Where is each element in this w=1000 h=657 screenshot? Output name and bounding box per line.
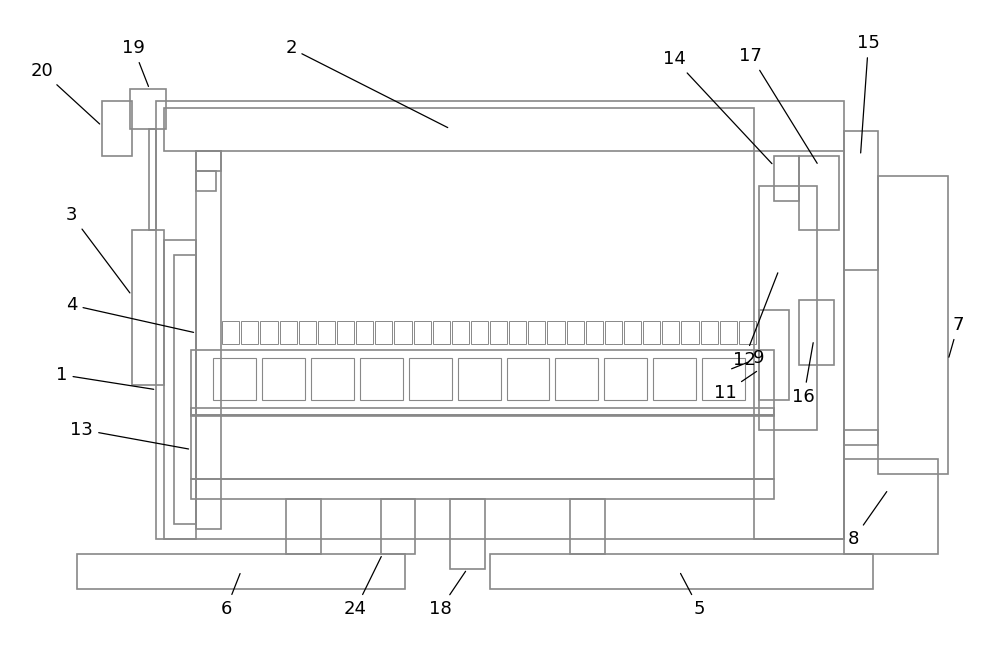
Text: 24: 24 — [344, 556, 381, 618]
Text: 18: 18 — [429, 572, 466, 618]
Bar — [759, 310, 789, 399]
Bar — [507, 358, 549, 399]
Bar — [311, 358, 354, 399]
Bar — [754, 150, 844, 539]
Bar — [318, 321, 335, 344]
Text: 1: 1 — [56, 366, 154, 390]
Text: 6: 6 — [220, 574, 240, 618]
Bar — [360, 358, 403, 399]
Text: 19: 19 — [122, 39, 148, 87]
Bar — [653, 358, 696, 399]
Text: 13: 13 — [70, 420, 189, 449]
Text: 9: 9 — [732, 349, 765, 369]
Bar — [844, 131, 878, 270]
Bar — [555, 358, 598, 399]
Bar — [222, 321, 239, 344]
Bar — [739, 321, 756, 344]
Text: 4: 4 — [66, 296, 194, 332]
Bar — [586, 321, 603, 344]
Bar — [471, 321, 488, 344]
Bar — [164, 108, 754, 150]
Bar — [528, 321, 545, 344]
Text: 2: 2 — [285, 39, 448, 127]
Bar — [409, 358, 452, 399]
Bar — [681, 321, 699, 344]
Bar — [191, 480, 774, 499]
Bar — [774, 156, 799, 200]
Bar — [878, 175, 948, 474]
Bar — [337, 321, 354, 344]
Bar — [156, 101, 844, 539]
Text: 20: 20 — [31, 62, 100, 124]
Text: 5: 5 — [681, 574, 705, 618]
Bar — [844, 430, 878, 445]
Bar — [702, 358, 745, 399]
Bar — [509, 321, 526, 344]
Bar — [356, 321, 373, 344]
Bar — [844, 459, 938, 554]
Bar — [381, 499, 415, 554]
Bar — [605, 321, 622, 344]
Bar — [191, 350, 774, 415]
Bar — [241, 321, 258, 344]
Text: 17: 17 — [739, 47, 817, 164]
Bar — [490, 554, 873, 589]
Bar — [286, 499, 321, 554]
Text: 8: 8 — [848, 491, 887, 548]
Bar — [547, 321, 565, 344]
Bar — [701, 321, 718, 344]
Bar — [375, 321, 392, 344]
Bar — [433, 321, 450, 344]
Bar — [77, 554, 405, 589]
Bar — [102, 101, 132, 156]
Text: 14: 14 — [663, 50, 772, 164]
Bar — [196, 150, 221, 529]
Bar — [450, 499, 485, 569]
Bar — [759, 186, 817, 430]
Bar — [299, 321, 316, 344]
Bar — [662, 321, 679, 344]
Bar — [799, 156, 839, 231]
Bar — [191, 415, 774, 480]
Bar — [604, 358, 647, 399]
Bar — [458, 358, 501, 399]
Bar — [490, 321, 507, 344]
Bar — [280, 321, 297, 344]
Bar — [149, 129, 156, 231]
Bar — [164, 240, 196, 539]
Bar — [132, 231, 164, 385]
Bar — [570, 499, 605, 554]
Bar — [174, 256, 196, 524]
Bar — [720, 321, 737, 344]
Bar — [394, 321, 412, 344]
Bar — [130, 89, 166, 129]
Bar — [567, 321, 584, 344]
Text: 11: 11 — [714, 371, 757, 401]
Text: 7: 7 — [949, 316, 964, 357]
Bar — [196, 171, 216, 191]
Bar — [196, 150, 221, 171]
Bar — [624, 321, 641, 344]
Text: 16: 16 — [792, 343, 815, 406]
Bar — [452, 321, 469, 344]
Bar — [213, 358, 256, 399]
Text: 3: 3 — [66, 206, 130, 293]
Bar — [260, 321, 278, 344]
Bar — [414, 321, 431, 344]
Bar — [262, 358, 305, 399]
Bar — [799, 300, 834, 365]
Text: 15: 15 — [857, 34, 880, 153]
Bar — [191, 407, 774, 416]
Text: 12: 12 — [733, 273, 778, 369]
Bar — [643, 321, 660, 344]
